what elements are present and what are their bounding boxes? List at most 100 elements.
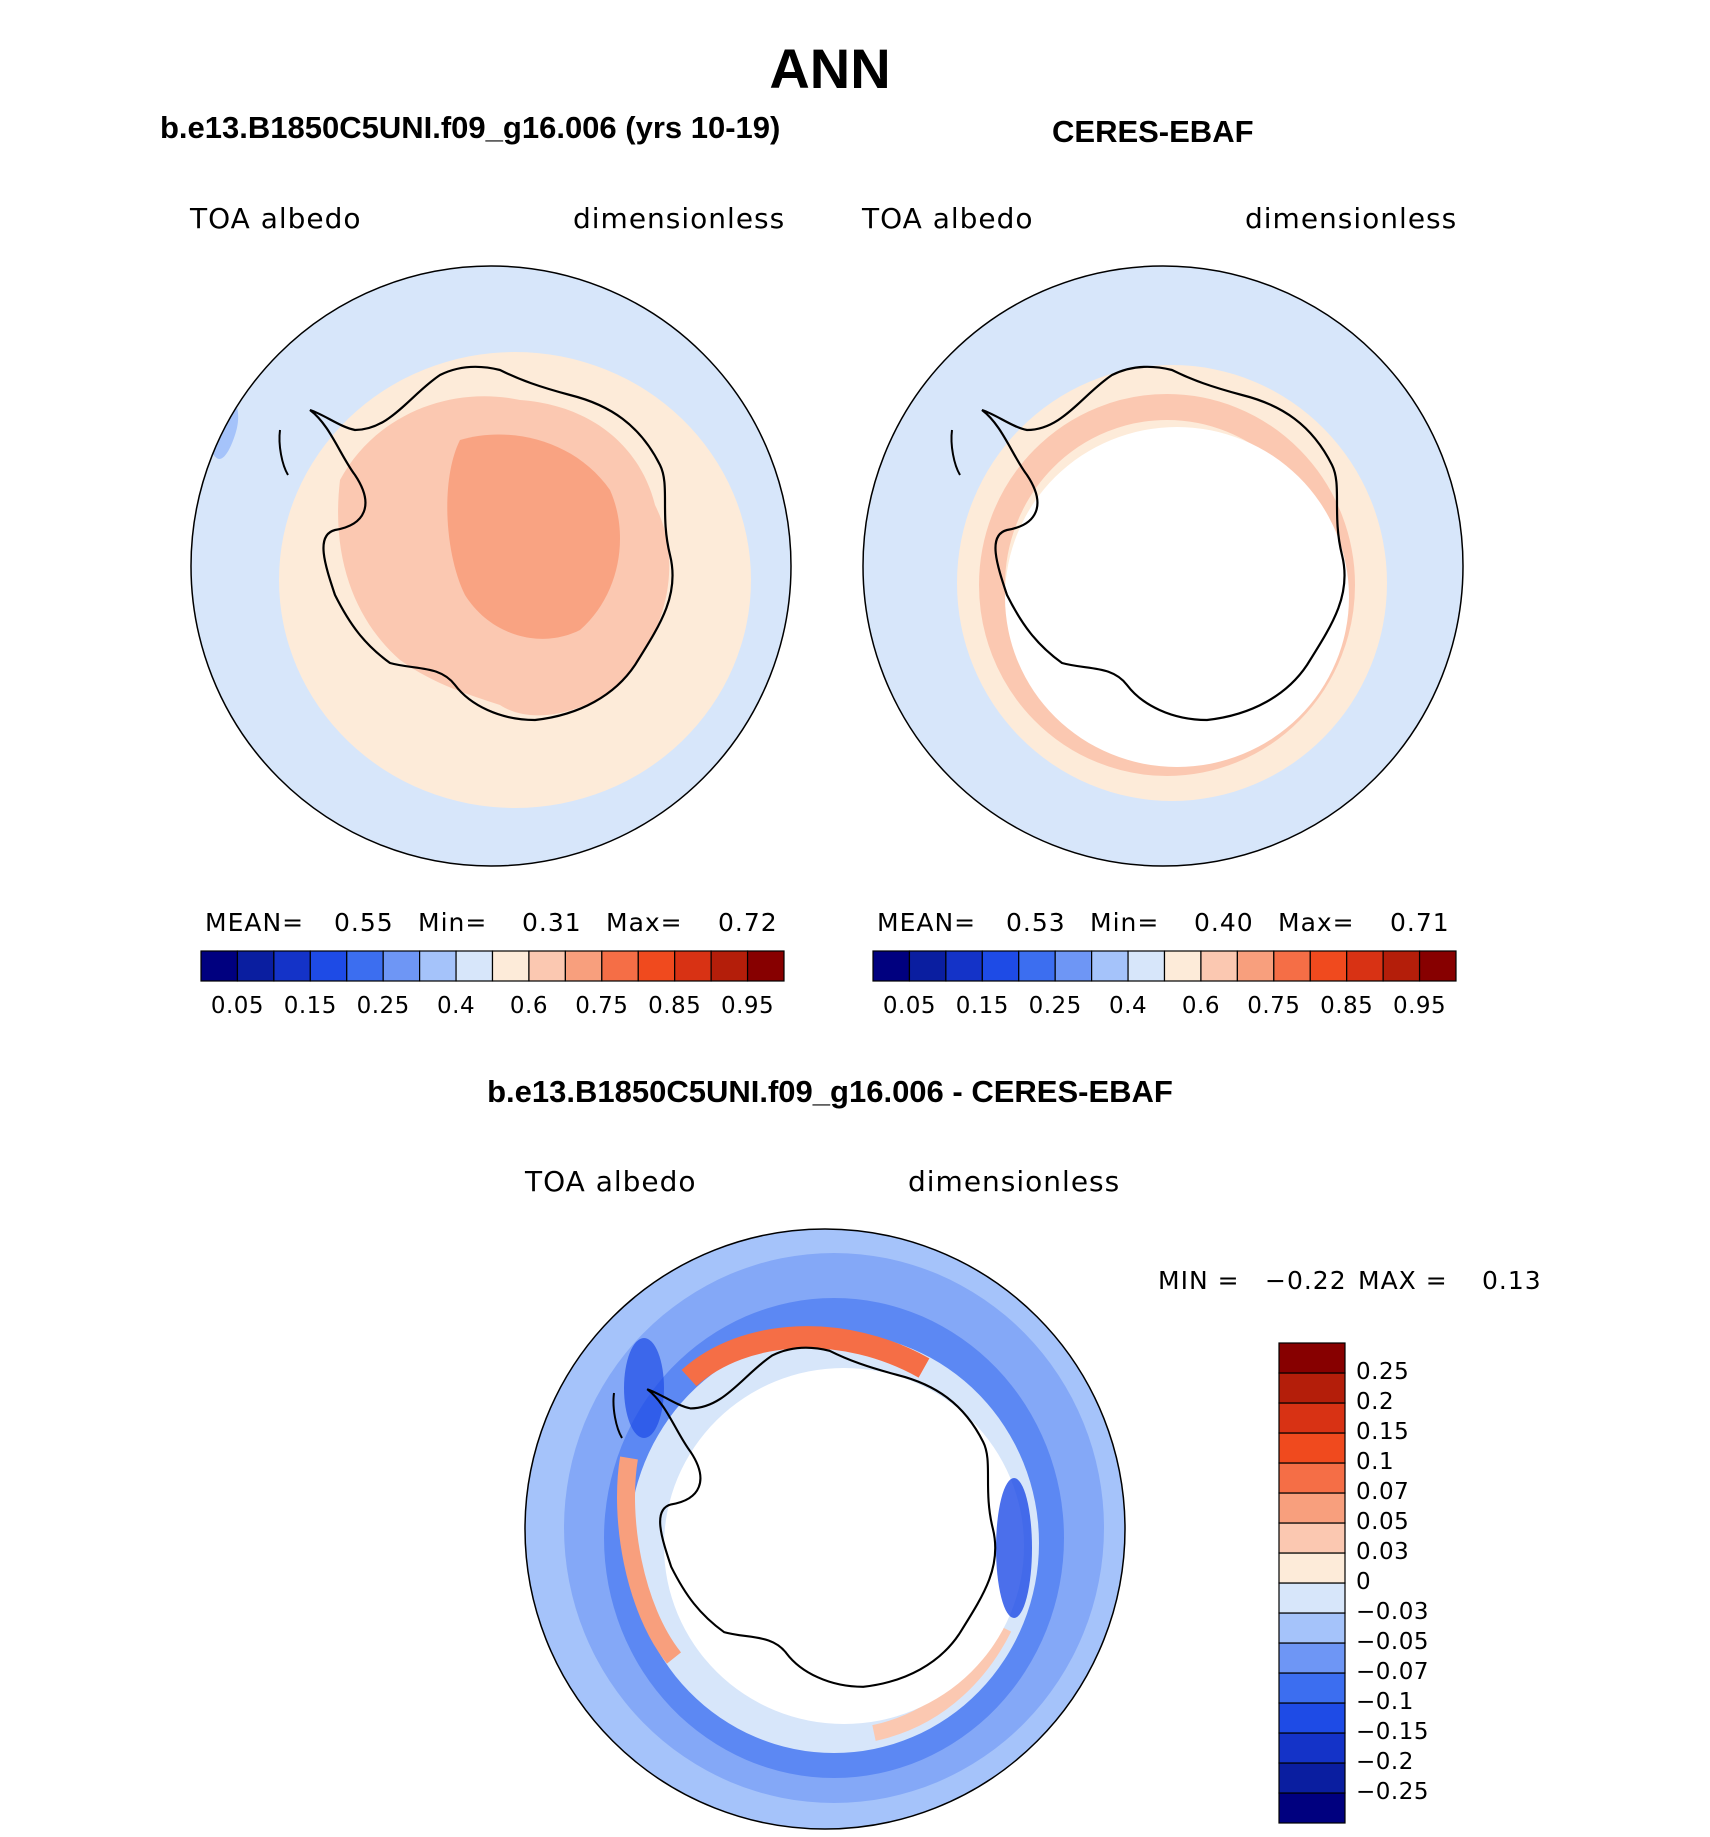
obs-min-label: Min= <box>1090 908 1160 937</box>
obs-panel-title: CERES-EBAF <box>1052 114 1254 149</box>
colorbar-swatch <box>1278 1402 1346 1434</box>
obs-mean-label: MEAN= <box>877 908 977 937</box>
colorbar-tick-label: 0.95 <box>720 993 775 1019</box>
colorbar-swatch <box>1278 1672 1346 1704</box>
colorbar-tick-label: 0.15 <box>955 993 1009 1019</box>
colorbar-tick-label: 0.6 <box>509 993 548 1019</box>
colorbar-swatch <box>981 950 1020 982</box>
diff-map <box>524 1228 1126 1830</box>
colorbar-tick-label: 0.05 <box>210 993 265 1019</box>
colorbar-swatch <box>1054 950 1093 982</box>
figure-title: ANN <box>769 37 891 100</box>
colorbar-tick-label: 0.07 <box>1356 1479 1410 1505</box>
colorbar-tick-label: −0.03 <box>1356 1599 1429 1625</box>
colorbar-swatch <box>945 950 983 982</box>
colorbar-swatch <box>1273 950 1311 982</box>
diff-min-value: −0.22 <box>1265 1266 1347 1295</box>
colorbar-tick-label: 0.95 <box>1392 993 1447 1019</box>
colorbar-tick-label: −0.15 <box>1356 1719 1429 1745</box>
obs-units-label: dimensionless <box>1245 202 1458 235</box>
colorbar-swatch <box>601 950 639 982</box>
obs-max-label: Max= <box>1278 908 1355 937</box>
colorbar-swatch <box>1278 1552 1346 1584</box>
colorbar-tick-label: 0.25 <box>356 993 410 1019</box>
antarctica-coastline <box>646 1346 997 1688</box>
colorbar-tick-label: −0.07 <box>1356 1659 1429 1685</box>
colorbar-swatch <box>1163 950 1202 982</box>
colorbar-swatch <box>236 950 275 982</box>
diff-max-value: 0.13 <box>1482 1266 1542 1295</box>
antarctica-coastline <box>309 365 674 722</box>
colorbar-swatch <box>710 950 749 982</box>
colorbar-tick-label: 0.25 <box>1356 1359 1410 1385</box>
diff-colorbar <box>1278 1342 1346 1824</box>
colorbar-swatch <box>491 950 530 982</box>
colorbar-tick-label: 0.75 <box>575 993 629 1019</box>
colorbar-tick-label: 0.05 <box>882 993 937 1019</box>
colorbar-swatch <box>1278 1702 1346 1734</box>
colorbar-swatch <box>1278 1792 1346 1824</box>
colorbar-swatch <box>309 950 348 982</box>
model-colorbar <box>200 950 785 982</box>
diff-panel-title: b.e13.B1850C5UNI.f09_g16.006 - CERES-EBA… <box>487 1074 1173 1109</box>
colorbar-tick-label: 0 <box>1356 1569 1372 1595</box>
colorbar-swatch <box>419 950 457 982</box>
colorbar-swatch <box>1278 1732 1346 1764</box>
obs-variable-label: TOA albedo <box>862 202 1034 235</box>
colorbar-swatch <box>1278 1492 1346 1524</box>
colorbar-swatch <box>1236 950 1275 982</box>
colorbar-swatch <box>1278 1762 1346 1794</box>
colorbar-swatch <box>382 950 421 982</box>
colorbar-swatch <box>564 950 603 982</box>
colorbar-swatch <box>1200 950 1238 982</box>
model-min-value: 0.31 <box>522 908 582 937</box>
diff-min-label: MIN = <box>1158 1266 1240 1295</box>
diff-variable-label: TOA albedo <box>525 1165 697 1198</box>
colorbar-tick-label: −0.1 <box>1356 1689 1414 1715</box>
colorbar-tick-label: −0.2 <box>1356 1749 1414 1775</box>
colorbar-tick-label: 0.25 <box>1028 993 1082 1019</box>
colorbar-swatch <box>1346 950 1384 982</box>
model-max-value: 0.72 <box>718 908 778 937</box>
colorbar-tick-label: 0.4 <box>437 993 476 1019</box>
colorbar-swatch <box>1127 950 1166 982</box>
model-mean-value: 0.55 <box>334 908 394 937</box>
model-min-label: Min= <box>418 908 488 937</box>
obs-mean-value: 0.53 <box>1006 908 1066 937</box>
antarctica-coastline <box>981 365 1346 722</box>
colorbar-swatch <box>1091 950 1129 982</box>
colorbar-swatch <box>1278 1612 1346 1644</box>
colorbar-swatch <box>746 950 785 982</box>
colorbar-swatch <box>1309 950 1348 982</box>
colorbar-tick-label: 0.2 <box>1356 1389 1395 1415</box>
colorbar-tick-label: 0.75 <box>1247 993 1301 1019</box>
colorbar-tick-label: 0.85 <box>648 993 702 1019</box>
obs-map <box>862 265 1464 867</box>
colorbar-swatch <box>528 950 566 982</box>
colorbar-tick-label: 0.15 <box>283 993 337 1019</box>
obs-min-value: 0.40 <box>1194 908 1254 937</box>
colorbar-swatch <box>1382 950 1421 982</box>
colorbar-swatch <box>1278 1522 1346 1554</box>
colorbar-tick-label: 0.4 <box>1109 993 1148 1019</box>
colorbar-swatch <box>674 950 712 982</box>
obs-max-value: 0.71 <box>1390 908 1450 937</box>
obs-colorbar <box>872 950 1457 982</box>
colorbar-tick-label: 0.6 <box>1181 993 1220 1019</box>
colorbar-swatch <box>908 950 947 982</box>
model-mean-label: MEAN= <box>205 908 305 937</box>
colorbar-swatch <box>1278 1462 1346 1494</box>
colorbar-tick-label: 0.1 <box>1356 1449 1395 1475</box>
colorbar-swatch <box>637 950 676 982</box>
diff-units-label: dimensionless <box>908 1165 1121 1198</box>
colorbar-swatch <box>1018 950 1056 982</box>
colorbar-swatch <box>455 950 494 982</box>
model-map <box>190 265 792 867</box>
model-units-label: dimensionless <box>573 202 786 235</box>
colorbar-tick-label: −0.05 <box>1356 1629 1429 1655</box>
colorbar-swatch <box>273 950 311 982</box>
colorbar-swatch <box>200 950 239 982</box>
colorbar-tick-label: 0.03 <box>1356 1539 1410 1565</box>
colorbar-tick-label: −0.25 <box>1356 1779 1429 1805</box>
colorbar-swatch <box>1418 950 1457 982</box>
